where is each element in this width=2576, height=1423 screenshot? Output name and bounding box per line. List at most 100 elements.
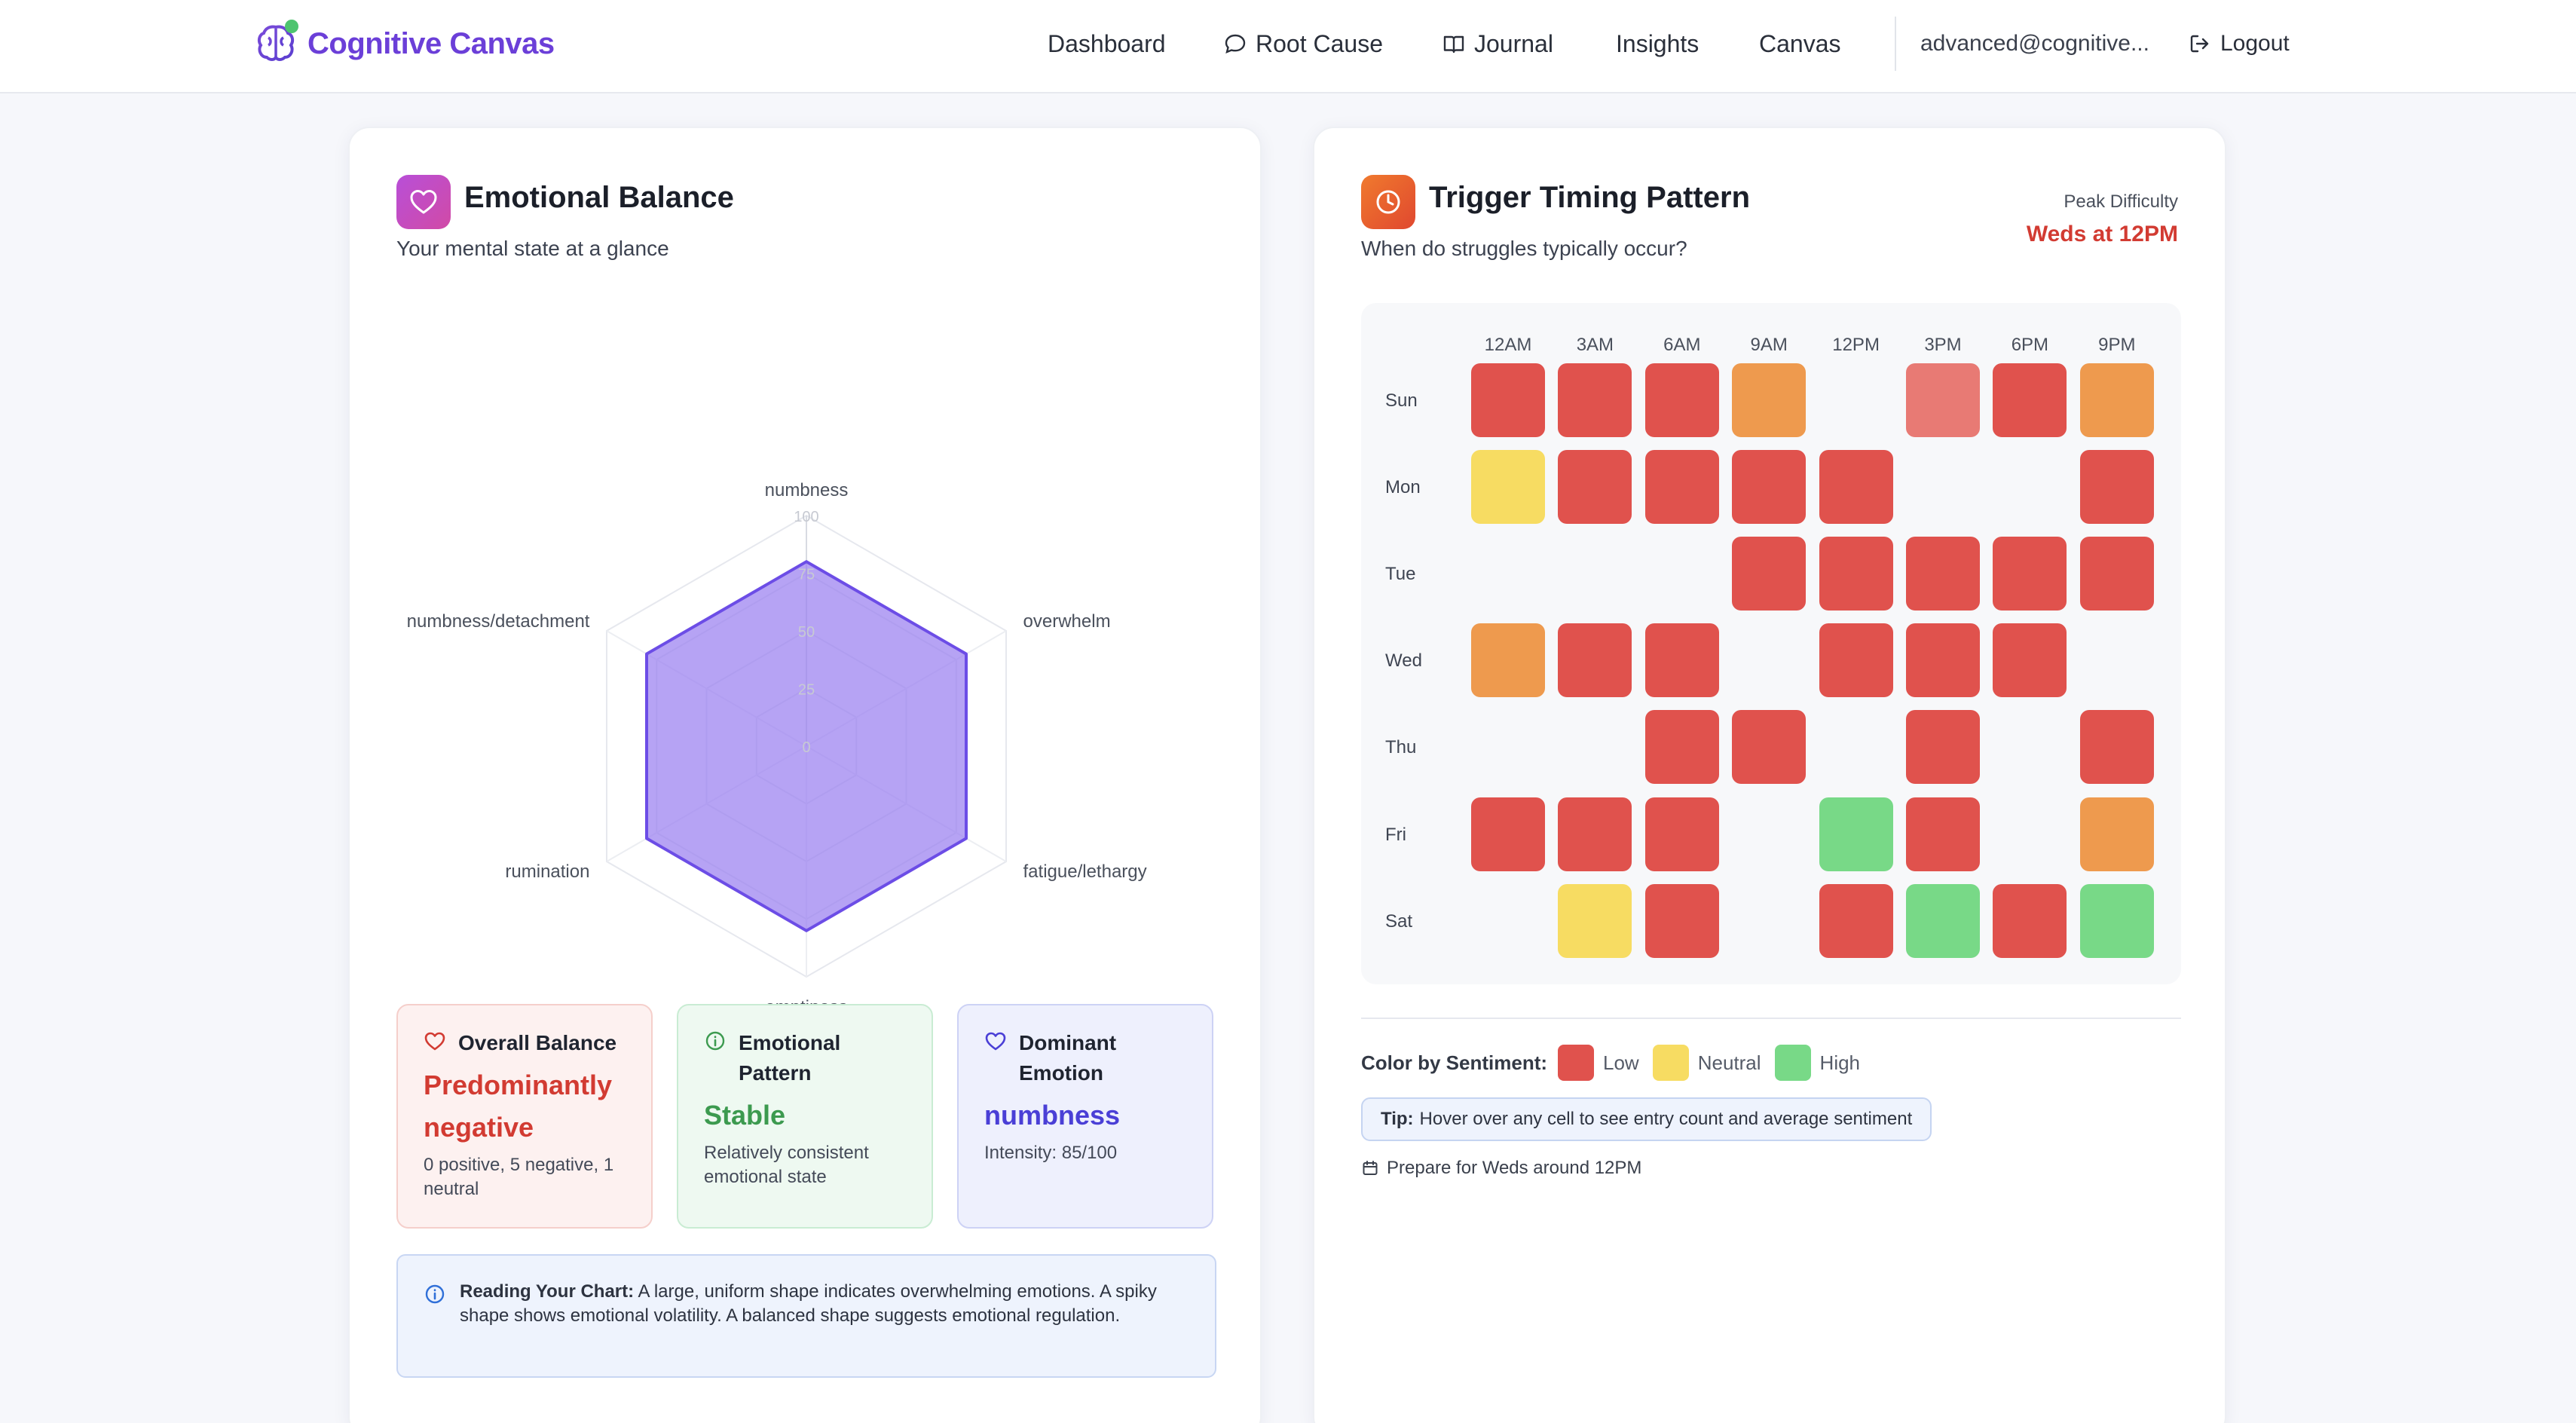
tip-title: Tip: [1381,1109,1414,1129]
heatmap-cell[interactable] [1993,623,2067,698]
heatmap-cell[interactable] [1906,797,1980,871]
heatmap-cell[interactable] [1644,797,1719,871]
overall-balance-card: Overall Balance Predominantly negative 0… [396,1004,653,1229]
heatmap-cell[interactable] [1644,363,1719,437]
heatmap-cell[interactable] [1732,710,1807,785]
peak-difficulty-label: Peak Difficulty [2064,191,2178,212]
nav-insights[interactable]: Insights [1616,27,1699,60]
dominant-emotion-card: Dominant Emotion numbness Intensity: 85/… [957,1004,1213,1229]
heatmap-cell[interactable] [1732,450,1807,525]
heatmap-cell[interactable] [1471,797,1545,871]
radar-scale-tick: 50 [798,624,815,641]
radar-axis-label: fatigue/lethargy [1023,861,1147,882]
brain-icon [255,20,300,66]
heatmap-cell[interactable] [1558,450,1632,525]
heatmap-cell[interactable] [1906,883,1980,958]
heatmap-cell[interactable] [1558,363,1632,437]
radar-scale-tick: 75 [798,567,815,583]
legend-label-high: High [1819,1051,1861,1074]
nav-root-cause-label: Root Cause [1256,29,1383,57]
emotional-balance-card: Emotional Balance Your mental state at a… [348,127,1262,1423]
hover-tip: Tip: Hover over any cell to see entry co… [1361,1097,1932,1141]
legend-title: Color by Sentiment: [1361,1051,1548,1074]
heatmap-cell[interactable] [2079,450,2154,525]
radar-scale-tick: 0 [802,739,810,756]
reading-chart-note: Reading Your Chart: A large, uniform sha… [396,1254,1216,1378]
heatmap-col-label: 9AM [1750,335,1788,355]
heatmap-cell[interactable] [1906,537,1980,611]
note-text: A large, uniform shape indicates overwhe… [460,1281,1157,1326]
logout-label: Logout [2220,31,2290,56]
heatmap-cell[interactable] [1558,797,1632,871]
heatmap-row-label: Thu [1385,737,1417,758]
nav-root-cause[interactable]: Root Cause [1224,27,1383,60]
heatmap-cell[interactable] [1819,883,1893,958]
nav-journal[interactable]: Journal [1442,27,1553,60]
stat-value: Stable [704,1100,786,1131]
stat-desc: Intensity: 85/100 [984,1143,1118,1163]
legend-label-low: Low [1603,1051,1639,1074]
heatmap-cell[interactable] [1644,450,1719,525]
heatmap-cell[interactable] [2079,797,2154,871]
legend-label-neutral: Neutral [1697,1051,1761,1074]
heart-icon [424,1032,445,1051]
heatmap-cell[interactable] [1471,623,1545,698]
heatmap-cell[interactable] [1644,623,1719,698]
logout-button[interactable]: Logout [2189,27,2290,60]
heatmap-cell[interactable] [1819,537,1893,611]
stat-value: numbness [984,1100,1121,1131]
heatmap-row-label: Mon [1385,477,1421,498]
heatmap-cell[interactable] [1819,797,1893,871]
radar-axis-label: overwhelm [1023,611,1111,632]
heatmap-cell[interactable] [1819,623,1893,698]
stat-value: Predominantly negative [424,1070,613,1143]
prepare-text: Prepare for Weds around 12PM [1387,1158,1642,1178]
heatmap-cell[interactable] [1906,623,1980,698]
prepare-note: Prepare for Weds around 12PM [1361,1153,1641,1183]
heatmap-cell[interactable] [1819,450,1893,525]
heatmap-col-label: 9PM [2098,335,2136,355]
brand-logo[interactable]: Cognitive Canvas [255,17,555,71]
brand-name: Cognitive Canvas [307,26,555,60]
heatmap-cell[interactable] [1558,883,1632,958]
heatmap-col-label: 3AM [1576,335,1614,355]
emotional-balance-title: Emotional Balance [464,181,734,214]
chat-bubble-icon [1225,34,1246,54]
calendar-icon [1363,1161,1378,1175]
heatmap-cell[interactable] [1993,537,2067,611]
nav-insights-label: Insights [1616,29,1699,57]
heatmap-cell[interactable] [1732,537,1807,611]
heatmap-cell[interactable] [1906,363,1980,437]
trigger-timing-title: Trigger Timing Pattern [1429,181,1750,214]
heatmap-cell[interactable] [2079,883,2154,958]
heatmap-cell[interactable] [1558,623,1632,698]
stat-label: Dominant Emotion [1019,1031,1117,1085]
nav-canvas-label: Canvas [1759,29,1841,57]
radar-scale-tick: 25 [798,682,815,699]
note-title: Reading Your Chart: [460,1281,635,1302]
heatmap-cell[interactable] [1993,883,2067,958]
nav-divider [1895,17,1896,71]
heatmap-cell[interactable] [1906,710,1980,785]
radar-axis-label: numbness/detachment [407,611,590,632]
emotional-balance-subtitle: Your mental state at a glance [396,237,669,260]
heatmap-cell[interactable] [2079,537,2154,611]
heatmap-cell[interactable] [1644,883,1719,958]
user-email: advanced@cognitive... [1920,31,2149,56]
info-icon [425,1284,445,1304]
heatmap-cell[interactable] [1993,363,2067,437]
heatmap-cell[interactable] [2079,363,2154,437]
heatmap-cell[interactable] [1732,363,1807,437]
nav-dashboard[interactable]: Dashboard [1048,27,1166,60]
emotional-pattern-card: Emotional Pattern Stable Relatively cons… [677,1004,933,1229]
heatmap-cell[interactable] [1644,710,1719,785]
heatmap-cell[interactable] [1471,450,1545,525]
heatmap-cell[interactable] [1471,363,1545,437]
nav-canvas[interactable]: Canvas [1759,27,1841,60]
legend-swatch-low [1558,1045,1595,1081]
tip-text: Hover over any cell to see entry count a… [1419,1109,1913,1129]
heatmap-cell[interactable] [2079,710,2154,785]
legend-swatch-high [1774,1045,1811,1081]
radar-series-area [644,560,968,932]
heart-icon [396,175,451,229]
